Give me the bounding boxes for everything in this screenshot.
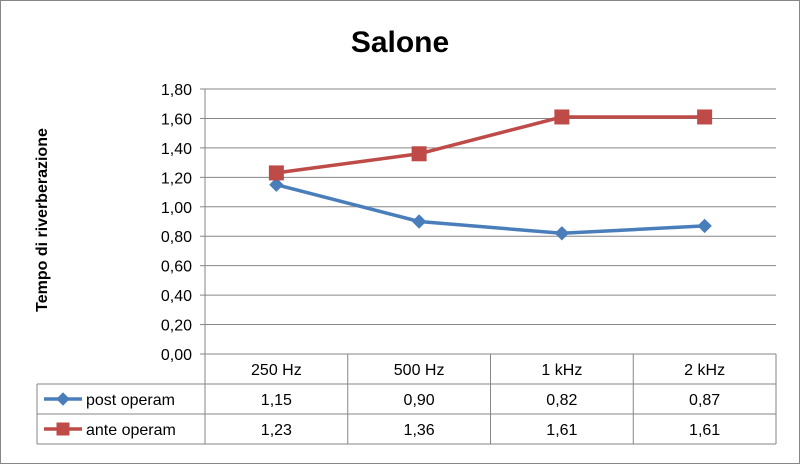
table-cell-value: 0,82 xyxy=(546,392,577,409)
y-tick-label: 0,60 xyxy=(161,259,192,276)
data-point xyxy=(269,177,284,192)
data-point xyxy=(411,214,427,229)
series-group xyxy=(268,109,713,241)
y-tick-label: 1,80 xyxy=(161,82,192,99)
y-tick-label: 0,40 xyxy=(161,288,192,305)
data-point xyxy=(268,165,284,181)
table-cell-value: 1,23 xyxy=(261,422,292,439)
series-ante-operam xyxy=(268,109,713,181)
data-point xyxy=(554,226,570,241)
y-tick-label: 0,20 xyxy=(161,318,192,335)
y-tick-label: 0,00 xyxy=(161,347,192,364)
table-cell-value: 1,36 xyxy=(404,422,435,439)
y-tick-label: 1,20 xyxy=(161,170,192,187)
table-cell-value: 1,15 xyxy=(261,392,292,409)
series-line xyxy=(275,182,705,236)
legend-series-name: ante operam xyxy=(86,422,176,439)
x-category-label: 1 kHz xyxy=(541,362,582,379)
data-point xyxy=(411,146,427,162)
table-cell-value: 0,90 xyxy=(404,392,435,409)
table-cell-value: 1,61 xyxy=(689,422,720,439)
series-post-operam xyxy=(269,177,712,241)
data-point xyxy=(697,218,712,234)
legend-key-marker xyxy=(56,392,70,406)
y-axis-label: Tempo di riverberazione xyxy=(34,128,51,312)
series-line xyxy=(276,115,705,175)
table-cell-value: 0,87 xyxy=(689,392,720,409)
x-category-label: 500 Hz xyxy=(394,362,445,379)
data-point xyxy=(697,109,713,125)
y-tick-label: 1,00 xyxy=(161,200,192,217)
data-table: 250 Hz 500 Hz 1 kHz 2 kHz post operam 1,15 0,9… xyxy=(36,353,777,445)
y-tick-label: 1,60 xyxy=(161,111,192,128)
y-tick-label: 0,80 xyxy=(161,229,192,246)
x-category-label: 2 kHz xyxy=(684,362,725,379)
legend-series-name: post operam xyxy=(86,392,175,409)
x-category-label: 250 Hz xyxy=(251,362,302,379)
chart-title: Salone xyxy=(351,26,449,59)
data-point xyxy=(554,109,570,125)
table-cell-value: 1,61 xyxy=(546,422,577,439)
y-tick-label: 1,40 xyxy=(161,141,192,158)
legend-key-marker xyxy=(56,422,70,436)
